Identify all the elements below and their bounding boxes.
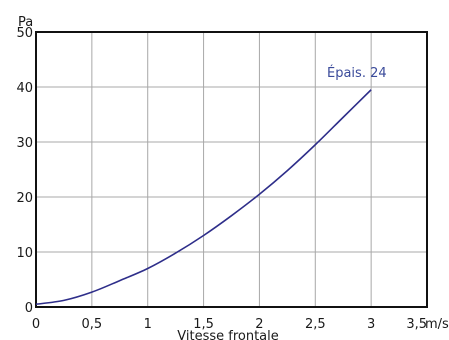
y-tick-label: 0	[25, 301, 33, 316]
x-tick-label: 0	[32, 317, 40, 332]
x-unit-label: m/s	[425, 317, 449, 332]
y-tick-label: 30	[16, 136, 33, 151]
grid-lines	[36, 32, 427, 307]
y-axis-ticks: 0 10 20 30 40 50	[16, 26, 33, 316]
series-line-epais-24	[35, 89, 372, 306]
series-label: Épais. 24	[327, 65, 387, 81]
x-tick-label: 1	[144, 317, 152, 332]
y-tick-label: 50	[16, 26, 33, 41]
plot-frame	[35, 31, 428, 308]
x-tick-label: 3	[367, 317, 375, 332]
x-tick-label: 3,5	[406, 317, 427, 332]
x-tick-label: 1,5	[193, 317, 214, 332]
x-tick-label: 0,5	[82, 317, 103, 332]
y-tick-label: 20	[16, 191, 33, 206]
y-tick-label: 40	[16, 81, 33, 96]
x-tick-label: 2	[255, 317, 263, 332]
x-axis-title: Vitesse frontale	[177, 329, 279, 340]
y-unit-label: Pa	[18, 15, 33, 30]
y-tick-label: 10	[16, 246, 33, 261]
x-axis-ticks: 0 0,5 1 1,5 2 2,5 3 3,5	[32, 317, 427, 332]
x-tick-label: 2,5	[305, 317, 326, 332]
